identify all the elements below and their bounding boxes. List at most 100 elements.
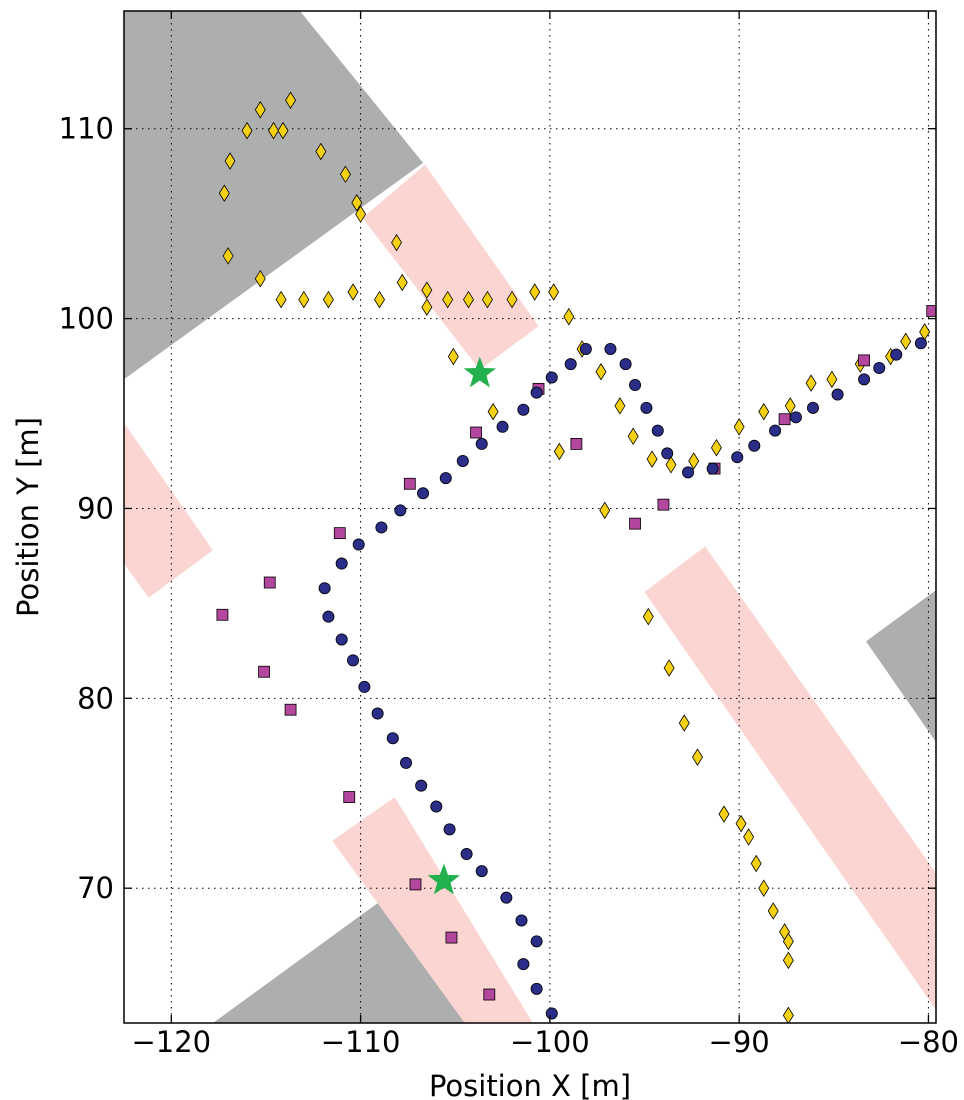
circle-point xyxy=(443,823,456,836)
circle-point xyxy=(789,411,802,424)
circle-point xyxy=(890,348,903,361)
gray-region-2 xyxy=(866,590,936,742)
diamond-point xyxy=(339,165,351,184)
y-tick-label: 70 xyxy=(77,871,114,905)
diamond-point xyxy=(442,290,454,309)
circle-point xyxy=(651,424,664,437)
square-point xyxy=(778,413,791,426)
regions-layer xyxy=(124,11,936,1023)
diamond-point xyxy=(421,281,433,299)
diamond-point xyxy=(692,748,703,766)
x-tick-label: −80 xyxy=(898,1025,959,1059)
circle-point xyxy=(619,358,632,371)
square-point xyxy=(258,665,270,678)
square-point xyxy=(333,527,346,540)
circle-point xyxy=(530,935,543,948)
y-tick-label: 90 xyxy=(77,491,114,525)
circle-point xyxy=(500,891,513,904)
circle-point xyxy=(358,680,371,693)
diamond-point xyxy=(487,402,499,421)
diamond-point xyxy=(298,290,310,309)
diamond-point xyxy=(481,290,493,309)
x-tick-label: −110 xyxy=(321,1025,401,1059)
diamond-point xyxy=(642,607,654,626)
diamond-point xyxy=(355,205,367,223)
square-point xyxy=(263,576,276,589)
diamond-point xyxy=(782,932,794,951)
circle-point xyxy=(335,557,348,570)
diamond-point xyxy=(767,902,779,920)
diamond-point xyxy=(347,283,359,301)
diamond-point xyxy=(665,456,677,474)
circle-point xyxy=(347,654,360,667)
diamond-point xyxy=(663,659,675,677)
square-point xyxy=(858,354,870,367)
pink-region-5 xyxy=(332,797,533,1023)
ticks-layer: −120 −110 −100 −90 −80 70 80 90 100 110 xyxy=(59,11,959,1059)
diamond-point xyxy=(733,418,745,436)
diamond-point xyxy=(735,814,747,833)
star-point xyxy=(463,356,496,388)
diamond-point xyxy=(718,805,730,823)
circle-point xyxy=(545,1007,558,1020)
circle-point xyxy=(706,462,719,475)
diamond-point xyxy=(254,269,266,288)
diamond-point xyxy=(224,152,236,170)
diamond-point xyxy=(222,247,234,265)
diamond-point xyxy=(322,290,334,309)
grid-layer xyxy=(124,11,936,1023)
diamond-point xyxy=(374,290,385,309)
star-point xyxy=(427,863,460,895)
marks-layer xyxy=(216,91,936,1023)
circle-point xyxy=(517,403,530,416)
diamond-point xyxy=(599,501,611,520)
circle-point xyxy=(661,447,674,460)
diamond-point xyxy=(447,347,459,366)
diamond-point xyxy=(805,374,817,392)
y-tick-label: 100 xyxy=(59,302,114,336)
circle-point xyxy=(375,521,388,534)
circle-point xyxy=(430,800,443,813)
diamond-point xyxy=(758,879,770,897)
square-point xyxy=(284,703,297,716)
circle-point xyxy=(318,582,331,595)
circle-point xyxy=(335,633,348,646)
circle-point xyxy=(640,401,653,414)
diamond-point xyxy=(678,714,690,732)
square-point xyxy=(403,477,416,490)
circle-point xyxy=(579,342,592,355)
square-point xyxy=(657,498,670,511)
circle-point xyxy=(530,386,543,399)
diamond-point xyxy=(315,142,327,161)
circle-point xyxy=(400,756,413,769)
y-tick-label: 110 xyxy=(59,112,114,146)
square-point xyxy=(570,438,583,450)
y-axis-label: Position Y [m] xyxy=(11,417,45,617)
circle-point xyxy=(748,439,761,452)
circle-point xyxy=(456,454,469,467)
diamond-point xyxy=(563,307,575,326)
circle-point xyxy=(564,358,577,371)
diamond-point xyxy=(351,194,363,212)
circle-point xyxy=(769,424,782,437)
circle-point xyxy=(515,914,528,927)
diamond-point xyxy=(506,290,518,309)
diamond-point xyxy=(743,828,755,846)
circle-point xyxy=(352,538,365,551)
diamond-point xyxy=(750,854,762,873)
square-point xyxy=(409,878,422,891)
diamond-point xyxy=(627,427,639,446)
circle-point xyxy=(831,388,844,401)
circle-point xyxy=(873,361,886,374)
square-point xyxy=(343,791,356,803)
diamond-point xyxy=(758,402,770,421)
diamond-point xyxy=(421,298,433,316)
x-axis-label: Position X [m] xyxy=(429,1069,631,1100)
diamond-point xyxy=(218,184,230,203)
diamond-point xyxy=(548,283,560,301)
diamond-point xyxy=(396,273,408,292)
diamond-point xyxy=(277,121,289,140)
square-point xyxy=(483,988,496,1001)
diamond-point xyxy=(595,362,607,381)
